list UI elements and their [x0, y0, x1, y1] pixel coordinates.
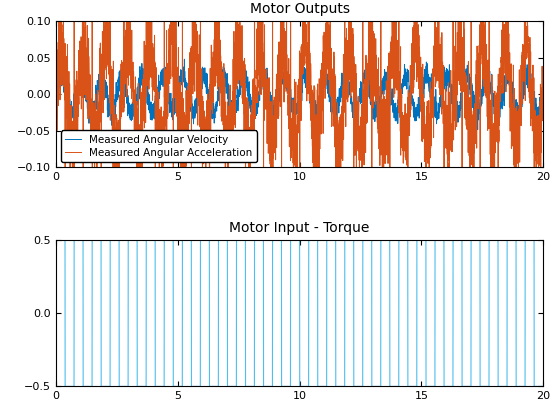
Measured Angular Velocity	[260, 78, 267, 83]
Measured Angular Velocity	[265, 100, 272, 105]
Measured Angular Acceleration	[121, 50, 128, 55]
Measured Angular Acceleration	[384, 102, 391, 107]
Measured Angular Velocity	[181, 57, 188, 62]
Measured Angular Velocity	[540, 88, 547, 93]
Measured Angular Acceleration	[540, 86, 547, 91]
Measured Angular Velocity	[121, 89, 128, 94]
Measured Angular Velocity	[150, 115, 156, 120]
Title: Motor Outputs: Motor Outputs	[250, 2, 349, 16]
Measured Angular Velocity	[384, 75, 391, 80]
Measured Angular Acceleration	[150, 52, 156, 57]
Line: Measured Angular Acceleration: Measured Angular Acceleration	[56, 0, 543, 420]
Measured Angular Velocity	[53, 81, 59, 86]
Line: Measured Angular Velocity: Measured Angular Velocity	[56, 59, 543, 130]
Measured Angular Velocity	[474, 127, 481, 132]
Measured Angular Acceleration	[53, 51, 59, 56]
Measured Angular Acceleration	[298, 89, 305, 94]
Measured Angular Acceleration	[260, 82, 267, 87]
Legend: Measured Angular Velocity, Measured Angular Acceleration: Measured Angular Velocity, Measured Angu…	[61, 131, 256, 162]
Measured Angular Velocity	[298, 79, 305, 84]
Title: Motor Input - Torque: Motor Input - Torque	[230, 221, 370, 235]
Measured Angular Acceleration	[265, 140, 272, 145]
